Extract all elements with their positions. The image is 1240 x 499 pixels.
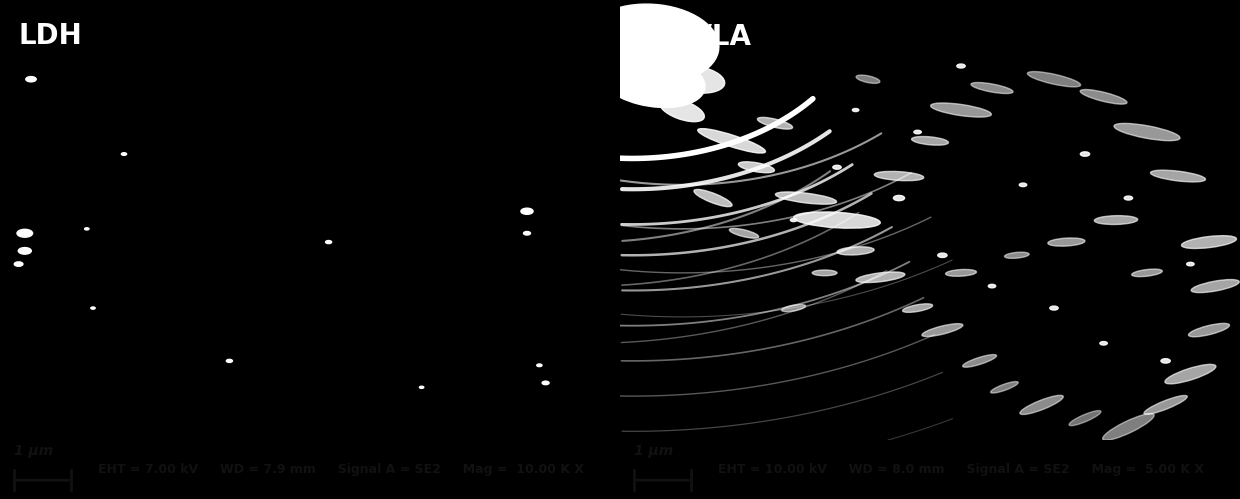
Ellipse shape xyxy=(419,386,424,388)
Ellipse shape xyxy=(122,153,126,155)
Ellipse shape xyxy=(921,324,963,336)
Ellipse shape xyxy=(1048,238,1085,246)
Text: EHT = 10.00 kV     WD = 8.0 mm     Signal A = SE2     Mag =  5.00 K X: EHT = 10.00 kV WD = 8.0 mm Signal A = SE… xyxy=(718,463,1204,476)
Ellipse shape xyxy=(812,270,837,276)
Ellipse shape xyxy=(937,253,947,257)
Ellipse shape xyxy=(521,208,533,215)
Ellipse shape xyxy=(694,190,732,207)
Ellipse shape xyxy=(790,219,797,222)
Ellipse shape xyxy=(758,117,792,129)
Ellipse shape xyxy=(1132,269,1162,276)
Ellipse shape xyxy=(542,381,549,385)
Ellipse shape xyxy=(738,162,775,173)
Ellipse shape xyxy=(17,230,32,237)
Ellipse shape xyxy=(19,248,31,254)
Ellipse shape xyxy=(833,165,841,169)
Ellipse shape xyxy=(962,355,997,367)
Ellipse shape xyxy=(1161,359,1171,363)
Ellipse shape xyxy=(698,129,765,153)
Ellipse shape xyxy=(837,247,874,255)
Ellipse shape xyxy=(1028,71,1080,87)
Text: 1 μm: 1 μm xyxy=(14,444,53,458)
Ellipse shape xyxy=(957,64,965,68)
Ellipse shape xyxy=(1100,341,1107,345)
Ellipse shape xyxy=(991,382,1018,393)
Ellipse shape xyxy=(852,108,859,112)
Ellipse shape xyxy=(1187,262,1194,266)
Ellipse shape xyxy=(914,130,921,134)
Ellipse shape xyxy=(523,232,531,235)
Ellipse shape xyxy=(1188,323,1230,337)
Ellipse shape xyxy=(537,364,542,367)
Ellipse shape xyxy=(903,304,932,312)
Ellipse shape xyxy=(893,196,905,201)
Ellipse shape xyxy=(1182,236,1236,249)
Text: LDH/LA: LDH/LA xyxy=(639,22,751,50)
Ellipse shape xyxy=(856,75,880,83)
Text: 1 μm: 1 μm xyxy=(634,444,673,458)
Ellipse shape xyxy=(1069,411,1101,426)
Ellipse shape xyxy=(1095,216,1137,225)
Ellipse shape xyxy=(1164,364,1216,384)
Ellipse shape xyxy=(775,192,837,204)
Ellipse shape xyxy=(326,241,331,244)
Ellipse shape xyxy=(1125,196,1132,200)
Ellipse shape xyxy=(856,272,905,282)
Ellipse shape xyxy=(1102,414,1154,440)
Ellipse shape xyxy=(874,171,924,181)
Ellipse shape xyxy=(911,137,949,145)
Ellipse shape xyxy=(14,262,22,266)
Ellipse shape xyxy=(665,65,724,93)
Ellipse shape xyxy=(660,98,704,122)
Ellipse shape xyxy=(1145,396,1187,414)
Ellipse shape xyxy=(1080,89,1127,104)
Ellipse shape xyxy=(1050,306,1058,310)
Text: LDH: LDH xyxy=(19,22,82,50)
Ellipse shape xyxy=(1151,170,1205,182)
Ellipse shape xyxy=(1114,123,1180,141)
Ellipse shape xyxy=(781,304,806,312)
Ellipse shape xyxy=(1080,152,1090,156)
Ellipse shape xyxy=(794,212,880,228)
Ellipse shape xyxy=(971,82,1013,93)
Ellipse shape xyxy=(988,284,996,288)
Ellipse shape xyxy=(729,229,759,238)
Ellipse shape xyxy=(26,76,36,82)
Ellipse shape xyxy=(1004,252,1029,258)
Ellipse shape xyxy=(91,307,95,309)
Ellipse shape xyxy=(84,228,89,230)
Ellipse shape xyxy=(946,269,976,276)
Ellipse shape xyxy=(596,51,706,107)
Text: EHT = 7.00 kV     WD = 7.9 mm     Signal A = SE2     Mag =  10.00 K X: EHT = 7.00 kV WD = 7.9 mm Signal A = SE2… xyxy=(98,463,584,476)
Ellipse shape xyxy=(1192,279,1239,292)
Ellipse shape xyxy=(1019,395,1064,415)
Ellipse shape xyxy=(227,359,232,362)
Ellipse shape xyxy=(681,38,708,50)
Ellipse shape xyxy=(931,103,991,117)
Ellipse shape xyxy=(1019,183,1027,187)
Ellipse shape xyxy=(583,4,719,84)
